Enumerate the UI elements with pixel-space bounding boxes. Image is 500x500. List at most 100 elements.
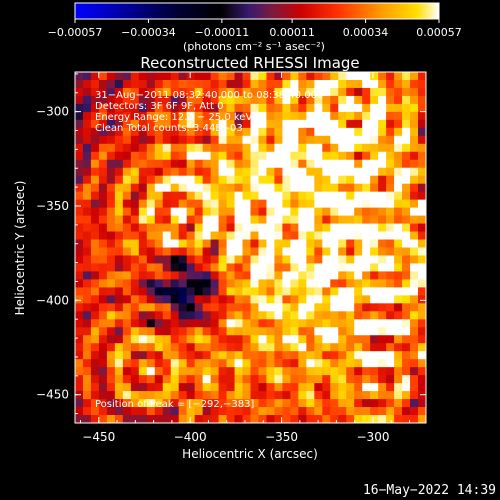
heatmap-cell (90, 391, 100, 400)
heatmap-cell (394, 295, 403, 304)
heatmap-cell (138, 343, 148, 352)
heatmap-cell (274, 103, 283, 113)
heatmap-cell (282, 359, 291, 368)
heatmap-cell (418, 95, 426, 105)
heatmap-cell (322, 399, 331, 408)
heatmap-cell (370, 191, 379, 201)
heatmap-cell (370, 399, 379, 408)
heatmap-cell (362, 367, 371, 376)
heatmap-cell (170, 335, 180, 344)
heatmap-cell (194, 391, 204, 400)
heatmap-cell (210, 135, 219, 145)
heatmap-cell (314, 263, 323, 272)
heatmap-cell (242, 199, 251, 209)
heatmap-cell (394, 383, 403, 392)
heatmap-cell (186, 247, 196, 256)
heatmap-cell (170, 263, 180, 272)
heatmap-cell (410, 223, 419, 232)
heatmap-cell (90, 87, 100, 97)
heatmap-cell (106, 223, 116, 232)
heatmap-cell (258, 143, 267, 153)
heatmap-cell (378, 215, 387, 224)
heatmap-cell (402, 159, 411, 169)
heatmap-cell (154, 191, 164, 201)
heatmap-cell (354, 247, 363, 256)
heatmap-cell (98, 295, 108, 304)
heatmap-cell (402, 207, 411, 216)
heatmap-cell (370, 95, 379, 105)
heatmap-cell (90, 111, 100, 121)
heatmap-cell (202, 95, 212, 105)
heatmap-cell (114, 391, 124, 400)
heatmap-cell (370, 351, 379, 360)
heatmap-cell (394, 175, 403, 185)
heatmap-cell (98, 407, 108, 416)
heatmap-cell (338, 231, 347, 240)
heatmap-cell (322, 311, 331, 320)
heatmap-cell (274, 191, 283, 201)
heatmap-cell (290, 223, 299, 232)
heatmap-cell (250, 111, 259, 121)
heatmap-cell (394, 343, 403, 352)
heatmap-cell (210, 183, 219, 193)
heatmap-cell (114, 223, 124, 232)
heatmap-cell (330, 335, 339, 344)
heatmap-cell (170, 79, 180, 89)
heatmap-cell (314, 327, 323, 336)
heatmap-cell (378, 247, 387, 256)
heatmap-cell (154, 175, 164, 185)
heatmap-cell (378, 199, 387, 209)
heatmap-cell (314, 303, 323, 312)
heatmap-cell (274, 79, 283, 89)
heatmap-cell (194, 167, 204, 177)
heatmap-cell (146, 255, 156, 264)
heatmap-cell (154, 351, 164, 360)
heatmap-cell (410, 95, 419, 105)
heatmap-cell (306, 271, 315, 280)
heatmap-cell (386, 415, 395, 423)
heatmap-cell (378, 119, 387, 129)
heatmap-cell (75, 167, 84, 177)
heatmap-cell (274, 367, 283, 376)
heatmap-cell (242, 415, 251, 423)
heatmap-cell (202, 191, 212, 201)
heatmap-cell (418, 199, 426, 209)
heatmap-cell (354, 343, 363, 352)
heatmap-cell (306, 327, 315, 336)
heatmap-cell (354, 199, 363, 209)
heatmap-cell (370, 255, 379, 264)
heatmap-cell (242, 87, 251, 97)
heatmap-cell (242, 167, 251, 177)
heatmap-cell (258, 295, 267, 304)
heatmap-cell (250, 199, 259, 209)
heatmap-cell (314, 87, 323, 97)
heatmap-cell (410, 295, 419, 304)
heatmap-cell (162, 239, 172, 248)
heatmap-cell (314, 175, 323, 185)
heatmap-cell (170, 87, 180, 97)
heatmap-cell (210, 151, 219, 161)
heatmap-cell (82, 351, 92, 360)
heatmap-cell (354, 215, 363, 224)
peak-position-label: Position of Peak = [−292,−383] (95, 399, 254, 410)
heatmap-cell (186, 255, 196, 264)
heatmap-cell (194, 215, 204, 224)
heatmap-cell (354, 231, 363, 240)
heatmap-cell (130, 167, 140, 177)
heatmap-cell (186, 271, 196, 280)
heatmap-cell (370, 303, 379, 312)
heatmap-cell (322, 151, 331, 161)
heatmap-cell (290, 143, 299, 153)
heatmap-cell (330, 359, 339, 368)
heatmap-cell (370, 223, 379, 232)
heatmap-cell (130, 87, 140, 97)
heatmap-cell (306, 127, 315, 137)
heatmap-cell (178, 367, 188, 376)
heatmap-cell (322, 335, 331, 344)
heatmap-cell (314, 207, 323, 216)
heatmap-cell (170, 327, 180, 336)
heatmap-cell (314, 375, 323, 384)
heatmap-cell (82, 183, 92, 193)
heatmap-cell (75, 311, 84, 320)
heatmap-cell (250, 119, 259, 129)
